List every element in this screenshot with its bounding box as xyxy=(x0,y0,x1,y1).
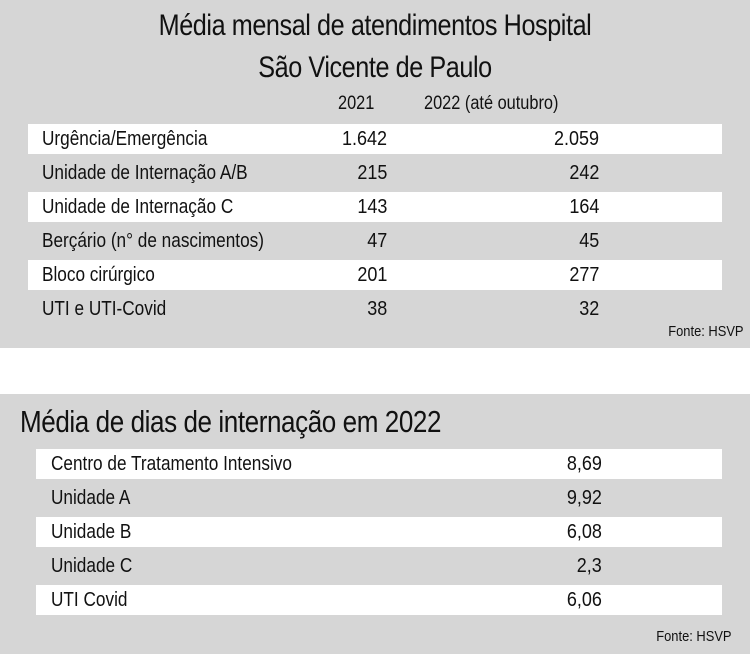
table1-row: Berçário (n° de nascimentos) 47 45 xyxy=(28,226,722,256)
table2-source: Fonte: HSVP xyxy=(656,628,732,645)
row-label: Unidade de Internação C xyxy=(42,196,234,218)
value-2021: 47 xyxy=(366,230,387,252)
row-value: 8,69 xyxy=(566,453,602,475)
value-2022: 45 xyxy=(578,230,599,252)
table2-row: UTI Covid 6,06 xyxy=(36,585,722,615)
table2-row: Centro de Tratamento Intensivo 8,69 xyxy=(36,449,722,479)
hospitalization-days-panel: Média de dias de internação em 2022 Cent… xyxy=(0,394,750,654)
table2-row: Unidade A 9,92 xyxy=(36,483,722,513)
table2-row: Unidade C 2,3 xyxy=(36,551,722,581)
value-2021: 1.642 xyxy=(341,128,387,150)
table1-row: Unidade de Internação A/B 215 242 xyxy=(28,158,722,188)
row-label: UTI Covid xyxy=(51,589,128,611)
row-label: Unidade B xyxy=(51,521,132,543)
value-2022: 164 xyxy=(568,196,599,218)
row-label: Centro de Tratamento Intensivo xyxy=(51,453,292,475)
table1-row: Urgência/Emergência 1.642 2.059 xyxy=(28,124,722,154)
value-2022: 242 xyxy=(568,162,599,184)
row-value: 2,3 xyxy=(576,555,602,577)
value-2021: 215 xyxy=(356,162,387,184)
value-2021: 201 xyxy=(356,264,387,286)
table2-row: Unidade B 6,08 xyxy=(36,517,722,547)
row-label: Urgência/Emergência xyxy=(42,128,208,150)
table1-title-line2: São Vicente de Paulo xyxy=(258,51,492,84)
value-2021: 143 xyxy=(356,196,387,218)
row-label: Unidade de Internação A/B xyxy=(42,162,248,184)
value-2021: 38 xyxy=(366,298,387,320)
row-label: UTI e UTI-Covid xyxy=(42,298,167,320)
table1-row: UTI e UTI-Covid 38 32 xyxy=(28,294,722,324)
table1-source: Fonte: HSVP xyxy=(668,323,744,340)
row-label: Berçário (n° de nascimentos) xyxy=(42,230,264,252)
row-label: Bloco cirúrgico xyxy=(42,264,155,286)
row-value: 9,92 xyxy=(566,487,602,509)
column-header-2021: 2021 xyxy=(338,93,375,114)
column-header-2022: 2022 (até outubro) xyxy=(424,93,559,114)
value-2022: 32 xyxy=(578,298,599,320)
value-2022: 2.059 xyxy=(553,128,599,150)
row-value: 6,06 xyxy=(566,589,602,611)
table2-title: Média de dias de internação em 2022 xyxy=(20,404,442,439)
table1-row: Bloco cirúrgico 201 277 xyxy=(28,260,722,290)
row-label: Unidade A xyxy=(51,487,131,509)
table1-title-line1: Média mensal de atendimentos Hospital xyxy=(158,9,592,42)
monthly-attendance-panel: Média mensal de atendimentos Hospital Sã… xyxy=(0,0,750,348)
table1-row: Unidade de Internação C 143 164 xyxy=(28,192,722,222)
row-label: Unidade C xyxy=(51,555,133,577)
row-value: 6,08 xyxy=(566,521,602,543)
value-2022: 277 xyxy=(568,264,599,286)
